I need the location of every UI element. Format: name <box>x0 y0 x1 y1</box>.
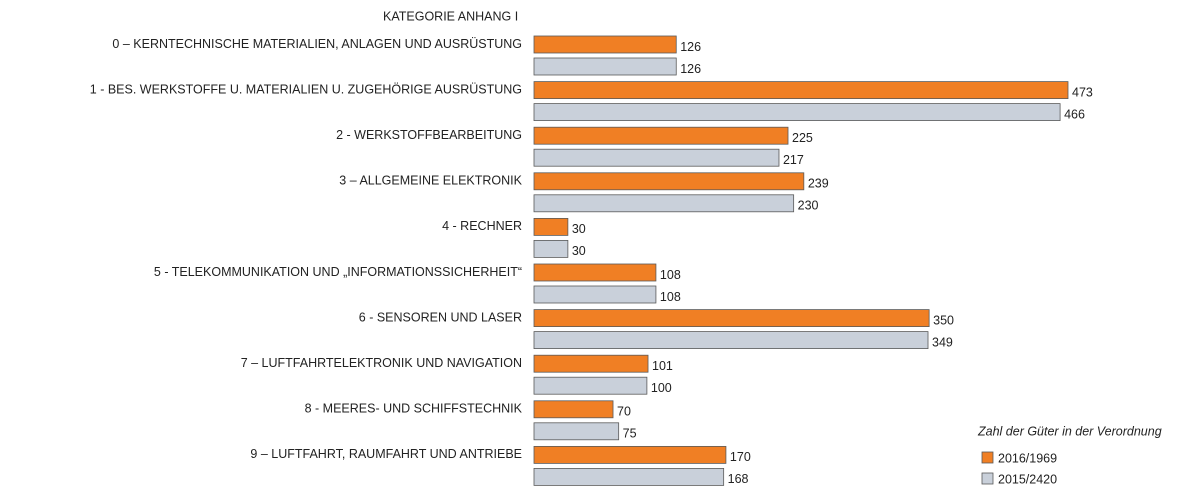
bar <box>533 331 929 350</box>
category-label: 6 - SENSOREN UND LASER <box>359 310 522 324</box>
category-label: 5 - TELEKOMMUNIKATION UND „INFORMATIONSS… <box>154 265 522 279</box>
bar <box>533 57 677 76</box>
bar <box>533 285 657 304</box>
value-label: 225 <box>792 131 813 145</box>
category-label: 3 – ALLGEMEINE ELEKTRONIK <box>339 174 522 188</box>
bar <box>533 148 780 167</box>
value-label: 168 <box>728 472 749 486</box>
bar <box>533 445 727 464</box>
value-label: 230 <box>798 199 819 213</box>
category-label: 1 - BES. WERKSTOFFE U. MATERIALIEN U. ZU… <box>90 82 522 96</box>
category-label: 0 – KERNTECHNISCHE MATERIALIEN, ANLAGEN … <box>112 37 522 51</box>
value-label: 466 <box>1064 107 1085 121</box>
value-label: 349 <box>932 335 953 349</box>
category-label: 9 – LUFTFAHRT, RAUMFAHRT UND ANTRIEBE <box>250 447 522 461</box>
bar <box>533 422 620 441</box>
value-label: 75 <box>623 427 637 441</box>
value-label: 30 <box>572 244 586 258</box>
category-label: 8 - MEERES- UND SCHIFFSTECHNIK <box>305 402 523 416</box>
chart-title: KATEGORIE ANHANG I <box>383 9 518 23</box>
legend-swatch <box>981 451 994 464</box>
value-label: 350 <box>933 313 954 327</box>
value-label: 108 <box>660 290 681 304</box>
bar <box>533 239 569 258</box>
bar <box>533 35 677 54</box>
bar <box>533 376 648 395</box>
bar <box>533 263 657 282</box>
bar <box>533 467 725 486</box>
value-label: 100 <box>651 381 672 395</box>
value-label: 239 <box>808 177 829 191</box>
category-label: 4 - RECHNER <box>442 219 522 233</box>
legend-label: 2016/1969 <box>998 451 1057 465</box>
bar <box>533 81 1069 99</box>
category-label: 2 - WERKSTOFFBEARBEITUNG <box>336 128 522 142</box>
legend-label: 2015/2420 <box>998 472 1057 486</box>
category-label: 7 – LUFTFAHRTELEKTRONIK UND NAVIGATION <box>241 356 522 370</box>
bar <box>533 217 569 236</box>
value-label: 473 <box>1072 85 1093 99</box>
bar <box>533 126 789 145</box>
value-label: 126 <box>680 62 701 76</box>
bar <box>533 309 930 328</box>
value-label: 126 <box>680 40 701 54</box>
bar <box>533 400 614 419</box>
value-label: 30 <box>572 222 586 236</box>
legend-swatch <box>981 472 994 485</box>
bar <box>533 172 805 191</box>
value-label: 170 <box>730 450 751 464</box>
bar <box>533 354 649 373</box>
value-label: 108 <box>660 268 681 282</box>
value-label: 217 <box>783 153 804 167</box>
bar <box>533 103 1061 121</box>
value-label: 101 <box>652 359 673 373</box>
value-label: 70 <box>617 405 631 419</box>
bar <box>533 194 795 213</box>
legend-title: Zahl der Güter in der Verordnung <box>977 424 1162 438</box>
